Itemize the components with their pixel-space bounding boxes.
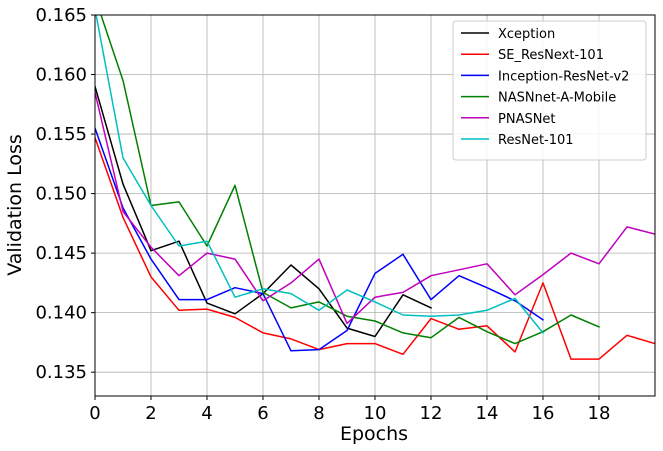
y-tick-label: 0.155	[35, 124, 87, 145]
legend-label: PNASNet	[498, 112, 556, 127]
y-tick-label: 0.135	[35, 362, 87, 383]
series-line-pnasnet	[95, 91, 655, 325]
y-tick-label: 0.160	[35, 65, 87, 86]
series-layer	[95, 15, 655, 360]
y-tick-label: 0.165	[35, 5, 87, 26]
legend-label: Inception-ResNet-v2	[498, 69, 629, 84]
y-tick-label: 0.140	[35, 303, 87, 324]
axis-ticks: 0 2 4 6 8 10 12 14 16 18 0.135 0.140 0.145 0.150 0.155…	[35, 5, 610, 424]
x-tick-label: 2	[145, 403, 156, 424]
y-tick-label: 0.150	[35, 184, 87, 205]
legend-label: NASNnet-A-Mobile	[498, 91, 616, 106]
x-tick-label: 12	[420, 403, 443, 424]
x-tick-label: 0	[89, 403, 100, 424]
legend-label: SE_ResNext-101	[498, 48, 604, 63]
x-axis-label: Epochs	[340, 423, 408, 445]
series-line-se-resnext-101	[95, 136, 655, 360]
x-tick-label: 14	[476, 403, 499, 424]
legend-label: Xception	[498, 27, 555, 42]
legend-label: ResNet-101	[498, 133, 574, 148]
y-tick-label: 0.145	[35, 243, 87, 264]
x-tick-label: 8	[313, 403, 324, 424]
x-tick-label: 10	[364, 403, 387, 424]
series-line-nasnnet-a-mobile	[100, 15, 600, 345]
x-tick-label: 4	[201, 403, 212, 424]
x-tick-label: 16	[532, 403, 555, 424]
legend-box	[452, 20, 647, 161]
legend: Xception SE_ResNext-101 Inception-ResNet-v…	[452, 20, 647, 161]
x-tick-label: 6	[257, 403, 268, 424]
y-axis-label: Validation Loss	[4, 134, 26, 276]
x-tick-label: 18	[588, 403, 611, 424]
series-line-resnet-101	[95, 15, 545, 334]
series-line-inception-resnet-v2	[95, 127, 545, 352]
